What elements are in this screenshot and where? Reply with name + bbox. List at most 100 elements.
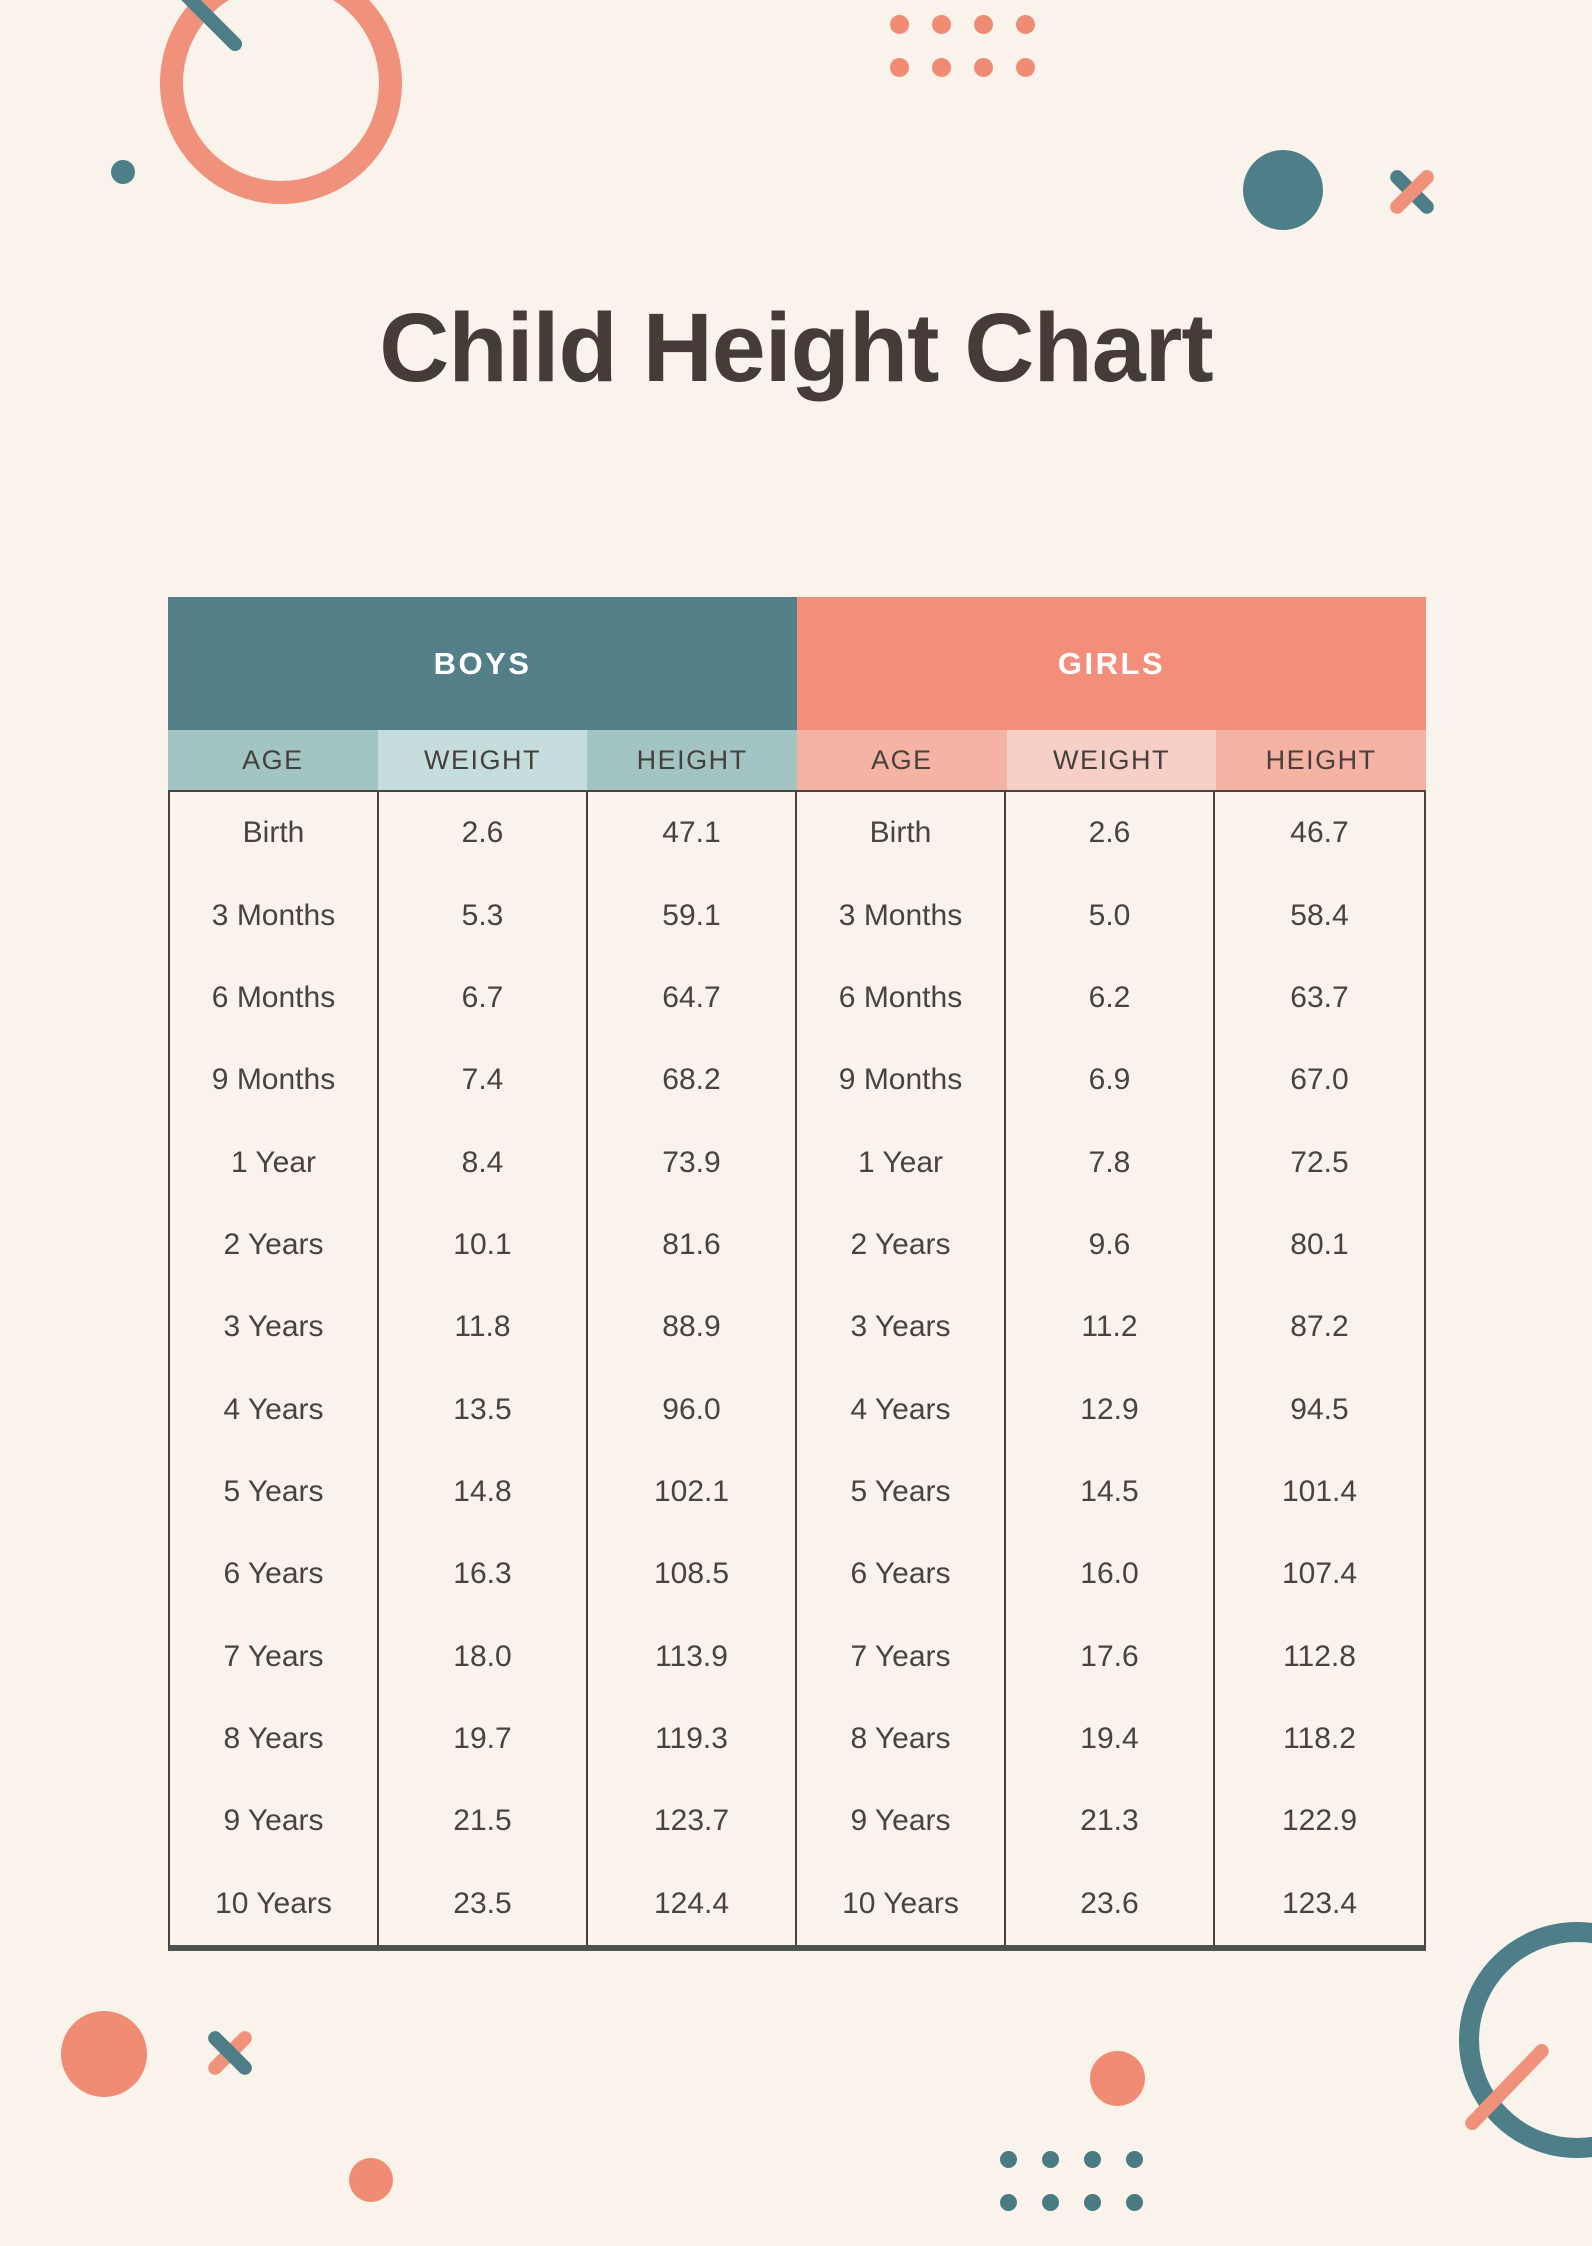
girls-header: GIRLS [797,597,1426,730]
boys-table-cell: 13.5 [379,1368,588,1451]
girls-table-cell: 123.4 [1281,1886,1358,1920]
boys-table-cell: 64.7 [588,956,797,1040]
dot-icon [1126,2151,1143,2168]
dot-icon [1042,2194,1059,2211]
girls-table-cell: 6.2 [1006,956,1215,1040]
girls-height-column-header: HEIGHT [1216,730,1426,790]
boys-header: BOYS [168,597,797,730]
boys-table-cell: 11.8 [379,1286,588,1369]
girls-table-cell: 112.8 [1283,1639,1356,1673]
dot-icon [1000,2194,1017,2211]
girls-table-cell: 94.5 [1290,1392,1349,1426]
boys-table-cell: 7.4 [379,1039,588,1122]
dot-icon [890,58,909,77]
girls-table-cell: 118.2 [1283,1722,1356,1756]
teal-dot-icon [111,160,135,184]
girls-table-cell: 6 Months [797,956,1006,1040]
girls-table-cell: 9 Years [797,1780,1006,1863]
boys-table-cell: 7 Years [170,1615,379,1698]
girls-table-cell: 8 Years [797,1697,1006,1781]
boys-table-cell: 10 Years [170,1862,379,1945]
boys-table-cell: 2 Years [170,1203,379,1287]
boys-table-cell: 9 Years [170,1780,379,1863]
boys-table-cell: 5 Years [170,1450,379,1534]
boys-table-cell: 59.1 [588,874,797,957]
girls-table-cell: 107.4 [1281,1557,1358,1591]
boys-table-cell: 8.4 [379,1121,588,1204]
girls-table-cell: 12.9 [1006,1368,1215,1451]
girls-table-cell: Birth [797,792,1006,875]
girls-table-cell: 63.7 [1290,980,1349,1014]
girls-table-cell: 16.0 [1006,1533,1215,1616]
boys-table-cell: 113.9 [588,1615,797,1698]
boys-table-cell: 102.1 [588,1450,797,1534]
girls-table-cell: 23.6 [1006,1862,1215,1945]
coral-dot-icon [349,2158,393,2202]
girls-table-cell: 5 Years [797,1450,1006,1534]
girls-table-cell: 67.0 [1290,1063,1349,1097]
girls-table-cell: 1 Year [797,1121,1006,1204]
boys-table-cell: 6 Years [170,1533,379,1616]
dot-icon [1084,2194,1101,2211]
girls-table-cell: 21.3 [1006,1780,1215,1863]
teal-circle-icon [1243,150,1323,230]
boys-table-cell: 124.4 [588,1862,797,1945]
boys-table-cell: 119.3 [588,1697,797,1781]
girls-table-cell: 19.4 [1006,1697,1215,1781]
dot-icon [932,15,951,34]
boys-weight-column-header: WEIGHT [377,730,588,790]
dot-icon [1126,2194,1143,2211]
girls-table-cell: 2 Years [797,1203,1006,1287]
table-column-header-row: AGE WEIGHT HEIGHT AGE WEIGHT HEIGHT [168,730,1426,790]
teal-dots-grid-icon [1000,2151,1143,2211]
girls-table-cell: 46.7 [1290,816,1349,850]
boys-table-cell: 68.2 [588,1039,797,1122]
boys-table-cell: 21.5 [379,1780,588,1863]
girls-table-cell: 14.5 [1006,1450,1215,1534]
girls-table-cell: 87.2 [1290,1310,1349,1344]
dot-icon [1042,2151,1059,2168]
dot-icon [1016,15,1035,34]
girls-age-column-header: AGE [797,730,1007,790]
boys-table-cell: 73.9 [588,1121,797,1204]
girls-table-cell: 2.6 [1006,792,1215,875]
girls-table-cell: 3 Months [797,874,1006,957]
girls-table-cell: 6.9 [1006,1039,1215,1122]
girls-table-cell: 72.5 [1290,1145,1349,1179]
boys-table-cell: 18.0 [379,1615,588,1698]
girls-table-cell: 10 Years [797,1862,1006,1945]
boys-table-cell: 6 Months [170,956,379,1040]
table-body: Birth 2.6 47.1 Birth 2.6 46.7 3 Months 5.3 59.1 3… [168,790,1426,1951]
dot-icon [1016,58,1035,77]
boys-age-column-header: AGE [168,730,378,790]
boys-table-cell: 2.6 [379,792,588,875]
boys-table-cell: 3 Years [170,1286,379,1369]
girls-table-cell: 122.9 [1281,1804,1358,1838]
boys-table-cell: 8 Years [170,1697,379,1781]
page-title: Child Height Chart [379,293,1213,402]
dot-icon [974,58,993,77]
boys-height-column-header: HEIGHT [587,730,797,790]
girls-table-cell: 6 Years [797,1533,1006,1616]
boys-table-cell: 81.6 [588,1203,797,1287]
boys-table-cell: 5.3 [379,874,588,957]
girls-table-cell: 58.4 [1290,898,1349,932]
girls-table-cell: 4 Years [797,1368,1006,1451]
boys-table-cell: 6.7 [379,956,588,1040]
boys-table-cell: 1 Year [170,1121,379,1204]
coral-dot-icon [1090,2051,1145,2106]
boys-table-cell: 16.3 [379,1533,588,1616]
girls-table-cell: 7.8 [1006,1121,1215,1204]
boys-table-cell: 96.0 [588,1368,797,1451]
boys-table-cell: 47.1 [588,792,797,875]
girls-table-cell: 9.6 [1006,1203,1215,1287]
girls-table-cell: 9 Months [797,1039,1006,1122]
girls-table-cell: 80.1 [1290,1227,1349,1261]
girls-table-cell: 7 Years [797,1615,1006,1698]
boys-table-cell: 9 Months [170,1039,379,1122]
girls-table-cell: 3 Years [797,1286,1006,1369]
boys-table-cell: 4 Years [170,1368,379,1451]
coral-ring-icon [160,0,402,204]
dot-icon [1084,2151,1101,2168]
